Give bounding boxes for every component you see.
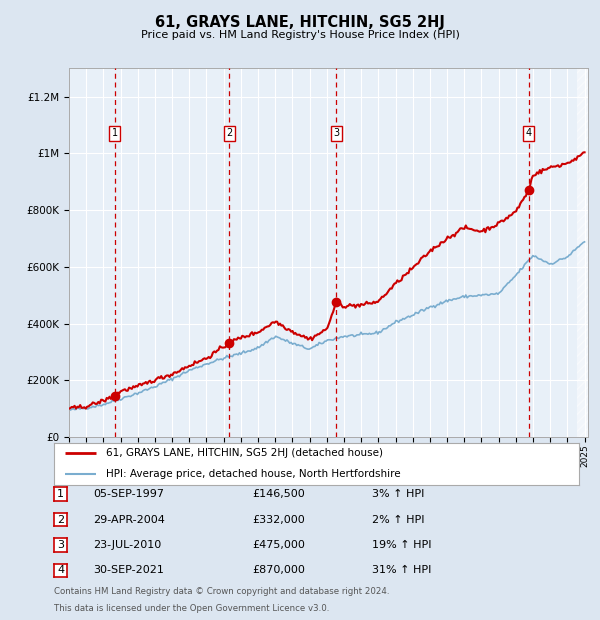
Text: 4: 4 (57, 565, 64, 575)
Text: 23-JUL-2010: 23-JUL-2010 (93, 540, 161, 550)
Bar (577, 68, 588, 437)
Text: 4: 4 (526, 128, 532, 138)
Text: 31% ↑ HPI: 31% ↑ HPI (372, 565, 431, 575)
Text: 3% ↑ HPI: 3% ↑ HPI (372, 489, 424, 499)
Text: £870,000: £870,000 (252, 565, 305, 575)
Text: 2: 2 (226, 128, 232, 138)
Text: This data is licensed under the Open Government Licence v3.0.: This data is licensed under the Open Gov… (54, 603, 329, 613)
Text: £146,500: £146,500 (252, 489, 305, 499)
Text: 05-SEP-1997: 05-SEP-1997 (93, 489, 164, 499)
Text: 3: 3 (57, 540, 64, 550)
Text: HPI: Average price, detached house, North Hertfordshire: HPI: Average price, detached house, Nort… (107, 469, 401, 479)
Text: 61, GRAYS LANE, HITCHIN, SG5 2HJ (detached house): 61, GRAYS LANE, HITCHIN, SG5 2HJ (detach… (107, 448, 383, 458)
Text: Contains HM Land Registry data © Crown copyright and database right 2024.: Contains HM Land Registry data © Crown c… (54, 587, 389, 596)
Text: 2: 2 (57, 515, 64, 525)
Text: 3: 3 (334, 128, 340, 138)
Text: 2% ↑ HPI: 2% ↑ HPI (372, 515, 425, 525)
Text: £475,000: £475,000 (252, 540, 305, 550)
Text: 30-SEP-2021: 30-SEP-2021 (93, 565, 164, 575)
Text: £332,000: £332,000 (252, 515, 305, 525)
Text: 19% ↑ HPI: 19% ↑ HPI (372, 540, 431, 550)
Bar (577, 68, 588, 437)
Text: 1: 1 (57, 489, 64, 499)
Text: 29-APR-2004: 29-APR-2004 (93, 515, 165, 525)
Text: 61, GRAYS LANE, HITCHIN, SG5 2HJ: 61, GRAYS LANE, HITCHIN, SG5 2HJ (155, 16, 445, 30)
Text: Price paid vs. HM Land Registry's House Price Index (HPI): Price paid vs. HM Land Registry's House … (140, 30, 460, 40)
Text: 1: 1 (112, 128, 118, 138)
